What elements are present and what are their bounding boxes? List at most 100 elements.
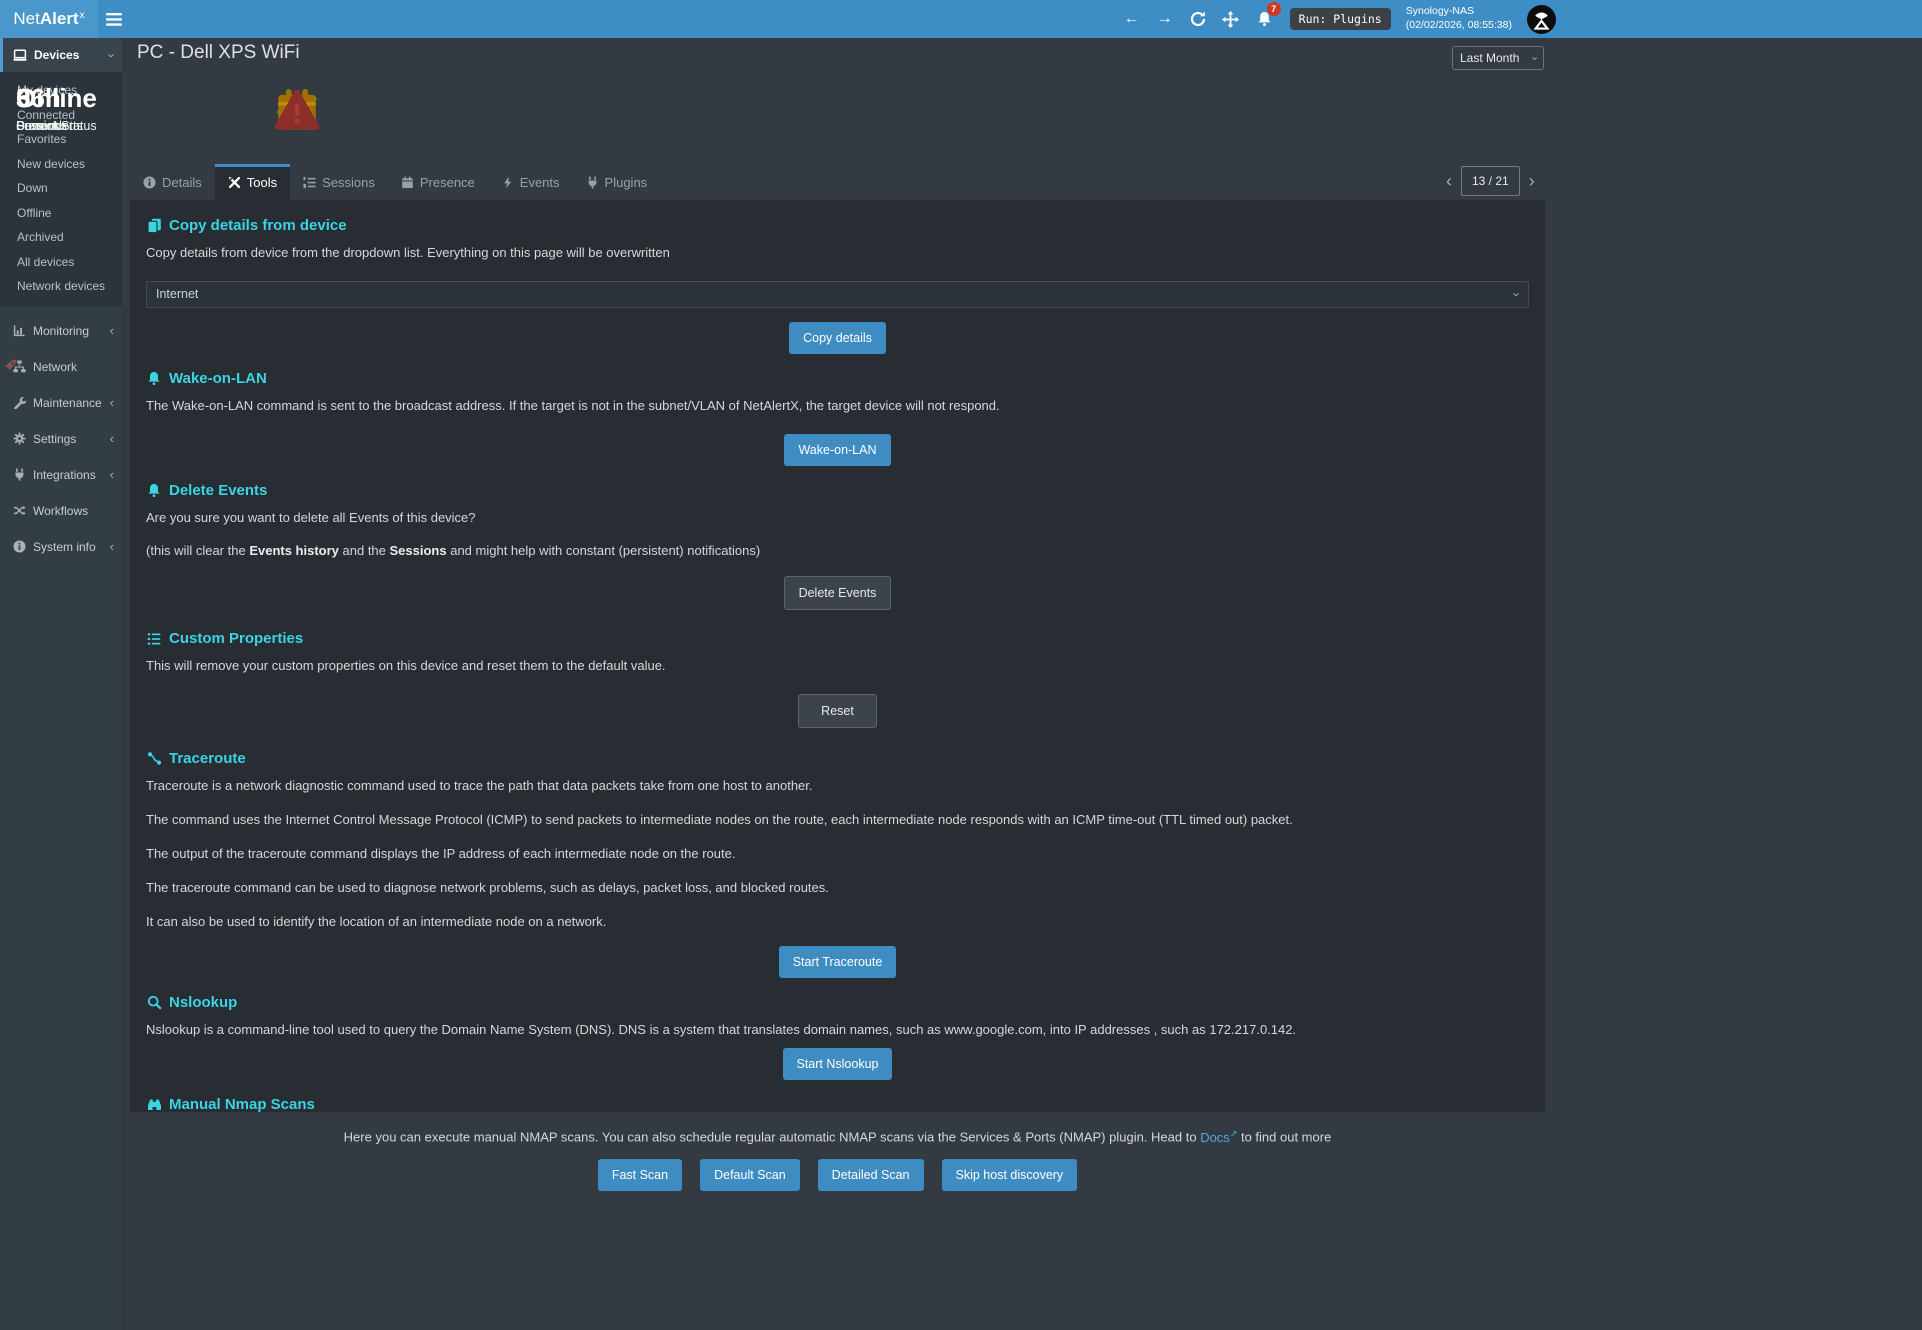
move-icon[interactable] (1222, 10, 1240, 28)
prev-device-button[interactable]: ‹ (1446, 171, 1452, 191)
tab-details[interactable]: Details (130, 164, 215, 200)
sidebar-item-devices[interactable]: Devices › (0, 38, 122, 72)
tab-label: Tools (246, 174, 278, 190)
notifications-bell-icon[interactable]: 7 (1255, 2, 1281, 29)
sidebar-item-label: Devices (34, 48, 80, 62)
sidebar-item-settings[interactable]: Settings ‹ (0, 421, 122, 457)
tab-tools[interactable]: Tools (214, 164, 291, 200)
app-logo[interactable]: Net Alert x (0, 0, 98, 38)
sidebar-item-monitoring[interactable]: Monitoring ‹ (0, 313, 122, 349)
custom-properties-section-title: Custom Properties (146, 630, 1529, 647)
sidebar-item-connected[interactable]: Connected (0, 103, 122, 128)
forward-arrow-icon[interactable]: → (1156, 10, 1173, 27)
sidebar-item-system-info[interactable]: System info ‹ (0, 529, 122, 565)
gear-icon (12, 432, 26, 446)
default-scan-button[interactable]: Default Scan (700, 1159, 800, 1192)
tab-label: Details (162, 174, 202, 190)
start-traceroute-button[interactable]: Start Traceroute (778, 946, 897, 979)
submenu-label: Offline (17, 205, 52, 220)
fast-scan-button[interactable]: Fast Scan (597, 1159, 683, 1192)
navbar-actions: ← → 7 Run: Plugins Synology-NAS (02/02/2… (1123, 0, 1556, 38)
traceroute-paragraph: It can also be used to identify the loca… (146, 913, 607, 929)
copy-device-select[interactable]: Internet › (146, 280, 1529, 308)
wrench-icon (12, 396, 26, 410)
chevron-left-icon: ‹ (109, 431, 114, 446)
submenu-label: Favorites (17, 132, 67, 147)
delete-events-button[interactable]: Delete Events (783, 576, 892, 611)
route-icon (146, 751, 162, 767)
sidebar-item-label: System info (33, 539, 96, 554)
tab-label: Sessions (322, 174, 375, 190)
list-icon (146, 631, 162, 647)
tab-sessions[interactable]: Sessions (290, 164, 388, 200)
docs-link[interactable]: Docs↗ (1200, 1128, 1238, 1144)
page-indicator: 13 / 21 (1461, 166, 1520, 196)
user-avatar[interactable] (1527, 4, 1556, 34)
notification-count-badge: 7 (1266, 2, 1281, 16)
traceroute-paragraph: The command uses the Internet Control Me… (146, 812, 1293, 828)
sidebar-item-label: Maintenance (33, 395, 102, 410)
host-info: Synology-NAS (02/02/2026, 08:55:38) (1406, 5, 1512, 32)
chevron-down-icon: › (1528, 56, 1541, 60)
sidebar-item-label: Settings (33, 431, 77, 446)
skip-host-discovery-button[interactable]: Skip host discovery (941, 1159, 1078, 1192)
tab-presence[interactable]: Presence (388, 164, 488, 200)
nmap-description: Here you can execute manual NMAP scans. … (146, 1127, 1529, 1147)
sidebar-item-network-devices[interactable]: Network devices (0, 274, 122, 299)
sidebar-item-new-devices[interactable]: New devices (0, 152, 122, 177)
note-text: and the (338, 542, 390, 558)
note-bold: Events history (249, 542, 339, 558)
refresh-icon[interactable] (1189, 10, 1207, 28)
plug-icon (12, 468, 26, 482)
tab-label: Events (519, 174, 560, 190)
delete-events-question: Are you sure you want to delete all Even… (146, 509, 476, 525)
nmap-text: to find out more (1237, 1129, 1332, 1145)
sidebar-item-integrations[interactable]: Integrations ‹ (0, 457, 122, 493)
laptop-icon (13, 48, 27, 62)
select-value: Internet (156, 287, 199, 302)
reset-button[interactable]: Reset (798, 694, 877, 729)
submenu-label: Connected (17, 107, 76, 122)
chart-icon (12, 324, 26, 338)
tab-plugins[interactable]: Plugins (573, 164, 661, 200)
sidebar-item-down[interactable]: Down (0, 176, 122, 201)
warning-triangle-icon (274, 87, 320, 133)
copy-details-button[interactable]: Copy details (789, 321, 886, 354)
wol-section-title: Wake-on-LAN (146, 370, 1529, 387)
traceroute-paragraph: The traceroute command can be used to di… (146, 879, 829, 895)
sidebar-item-maintenance[interactable]: Maintenance ‹ (0, 385, 122, 421)
submenu-label: Network devices (17, 279, 106, 294)
sidebar-item-favorites[interactable]: Favorites (0, 127, 122, 152)
sidebar-item-network[interactable]: Network (0, 349, 122, 385)
period-selector[interactable]: Last Month › (1452, 46, 1544, 70)
sidebar-item-offline[interactable]: Offline (0, 201, 122, 226)
delete-events-note: (this will clear the Events history and … (146, 542, 1529, 561)
next-device-button[interactable]: › (1528, 171, 1535, 191)
card-value: 3 (16, 83, 31, 113)
rocket-icon[interactable] (3, 358, 18, 373)
sidebar-item-all-devices[interactable]: All devices (0, 250, 122, 275)
sidebar-item-archived[interactable]: Archived (0, 225, 122, 250)
page-title: PC - Dell XPS WiFi (137, 42, 300, 63)
sidebar-item-label: Monitoring (33, 323, 90, 338)
run-plugins-button[interactable]: Run: Plugins (1289, 8, 1391, 30)
hamburger-menu-icon[interactable] (103, 8, 125, 30)
tab-events[interactable]: Events (488, 164, 573, 200)
external-link-icon: ↗ (1229, 1128, 1238, 1139)
bolt-icon (501, 175, 514, 189)
sidebar-item-workflows[interactable]: Workflows (0, 493, 122, 529)
detailed-scan-button[interactable]: Detailed Scan (817, 1159, 924, 1192)
section-title-text: Manual Nmap Scans (169, 1096, 315, 1114)
submenu-label: All devices (17, 254, 75, 269)
status-card-down-alerts[interactable]: 0 Down Alerts (0, 78, 334, 142)
note-text: (this will clear the (146, 542, 250, 558)
start-nslookup-button[interactable]: Start Nslookup (782, 1048, 893, 1081)
back-arrow-icon[interactable]: ← (1123, 10, 1140, 27)
search-icon (146, 995, 162, 1011)
wake-on-lan-button[interactable]: Wake-on-LAN (784, 433, 891, 466)
sidebar-item-my-devices[interactable]: My devices (0, 78, 122, 103)
chevron-down-icon: › (1509, 292, 1525, 297)
submenu-label: Archived (17, 230, 64, 245)
logo-alert: Alert (39, 9, 79, 28)
nmap-buttons-row: Fast Scan Default Scan Detailed Scan Ski… (146, 1159, 1529, 1192)
